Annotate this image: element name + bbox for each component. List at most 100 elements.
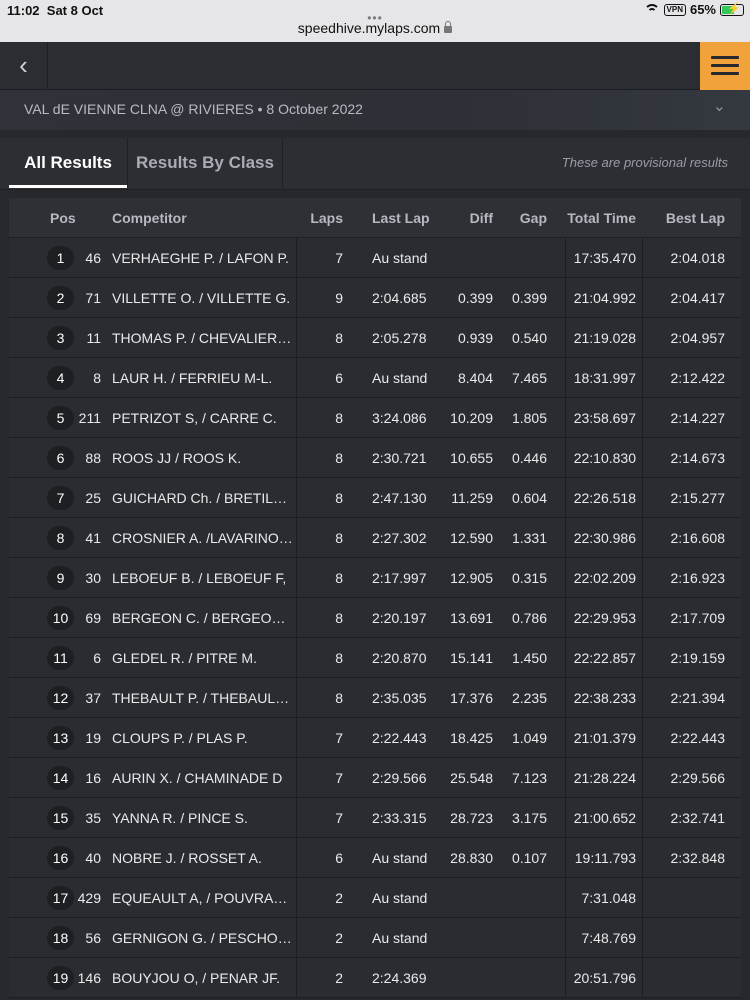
- total-time: 21:04.992: [573, 290, 636, 306]
- diff-value: 15.141: [450, 650, 493, 666]
- table-row[interactable]: 6 88 ROOS JJ / ROOS K. 8 2:30.721 10.655 0.446…: [9, 438, 741, 478]
- best-lap: 2:14.227: [670, 410, 726, 426]
- driver-number: 30: [85, 570, 101, 586]
- table-row[interactable]: 2 71 VILLETTE O. / VILLETTE G. 9 2:04.685 0.3…: [9, 278, 741, 318]
- diff-value: 17.376: [450, 690, 493, 706]
- driver-number: 40: [85, 850, 101, 866]
- position-badge: 14: [47, 766, 74, 790]
- table-header: Pos Competitor Laps Last Lap Diff Gap To…: [9, 198, 741, 238]
- chevron-down-icon[interactable]: ⌄: [712, 98, 726, 115]
- total-time: 17:35.470: [573, 250, 636, 266]
- address-field[interactable]: speedhive.mylaps.com: [0, 20, 750, 36]
- column-divider: [296, 918, 297, 957]
- header-pos[interactable]: Pos: [50, 210, 76, 226]
- column-divider: [296, 838, 297, 877]
- provisional-notice: These are provisional results: [561, 155, 728, 170]
- lock-icon: [444, 21, 453, 33]
- tab-all-results[interactable]: All Results: [9, 138, 127, 188]
- driver-number: 11: [86, 330, 101, 346]
- tab-results-by-class[interactable]: Results By Class: [127, 138, 283, 188]
- last-lap: 2:20.870: [372, 650, 427, 666]
- driver-number: 88: [85, 450, 101, 466]
- position-badge: 16: [47, 846, 74, 870]
- tab-options-icon[interactable]: •••: [367, 11, 383, 25]
- position-badge: 8: [47, 526, 74, 550]
- header-last-lap[interactable]: Last Lap: [372, 210, 430, 226]
- total-time: 22:22.857: [573, 650, 636, 666]
- table-row[interactable]: 18 56 GERNIGON G. / PESCHO… 2 Au stand 7:48.7…: [9, 918, 741, 958]
- header-diff[interactable]: Diff: [469, 210, 493, 226]
- competitor-name: YANNA R. / PINCE S.: [112, 810, 248, 826]
- competitor-name: THOMAS P. / CHEVALIER…: [112, 330, 292, 346]
- table-row[interactable]: 13 19 CLOUPS P. / PLAS P. 7 2:22.443 18.425 1.…: [9, 718, 741, 758]
- table-row[interactable]: 9 30 LEBOEUF B. / LEBOEUF F, 8 2:17.997 12.90…: [9, 558, 741, 598]
- header-laps[interactable]: Laps: [310, 210, 343, 226]
- event-banner[interactable]: VAL dE VIENNE CLNA @ RIVIERES • 8 Octobe…: [0, 90, 750, 130]
- table-row[interactable]: 19 146 BOUYJOU O, / PENAR JF. 2 2:24.369 20:5…: [9, 958, 741, 998]
- total-time: 21:00.652: [573, 810, 636, 826]
- header-best-lap[interactable]: Best Lap: [665, 210, 725, 226]
- last-lap: Au stand: [372, 850, 428, 866]
- column-divider: [642, 758, 643, 797]
- table-row[interactable]: 15 35 YANNA R. / PINCE S. 7 2:33.315 28.723 3.…: [9, 798, 741, 838]
- table-row[interactable]: 17 429 EQUEAULT A, / POUVRA… 2 Au stand 7:31.…: [9, 878, 741, 918]
- column-divider: [296, 238, 297, 277]
- gap-value: 0.315: [511, 570, 547, 586]
- laps-count: 7: [335, 810, 343, 826]
- total-time: 22:38.233: [573, 690, 636, 706]
- column-divider: [642, 718, 643, 757]
- laps-count: 7: [335, 730, 343, 746]
- table-row[interactable]: 16 40 NOBRE J. / ROSSET A. 6 Au stand 28.830 0…: [9, 838, 741, 878]
- total-time: 22:30.986: [573, 530, 636, 546]
- position-badge: 12: [47, 686, 74, 710]
- diff-value: 10.209: [450, 410, 493, 426]
- laps-count: 8: [335, 650, 343, 666]
- table-row[interactable]: 5 211 PETRIZOT S, / CARRE C. 8 3:24.086 10.20…: [9, 398, 741, 438]
- position-badge: 19: [47, 966, 74, 990]
- competitor-name: PETRIZOT S, / CARRE C.: [112, 410, 277, 426]
- table-row[interactable]: 8 41 CROSNIER A. /LAVARINO… 8 2:27.302 12.590…: [9, 518, 741, 558]
- table-row[interactable]: 4 8 LAUR H. / FERRIEU M-L. 6 Au stand 8.404 7.…: [9, 358, 741, 398]
- total-time: 20:51.796: [573, 970, 636, 986]
- last-lap: 2:29.566: [372, 770, 427, 786]
- table-row[interactable]: 3 11 THOMAS P. / CHEVALIER… 8 2:05.278 0.939 0…: [9, 318, 741, 358]
- laps-count: 9: [335, 290, 343, 306]
- driver-number: 56: [85, 930, 101, 946]
- laps-count: 8: [335, 330, 343, 346]
- column-divider: [296, 438, 297, 477]
- last-lap: Au stand: [372, 930, 428, 946]
- driver-number: 211: [78, 410, 101, 426]
- table-row[interactable]: 12 37 THEBAULT P. / THEBAUL… 8 2:35.035 17.37…: [9, 678, 741, 718]
- competitor-name: AURIN X. / CHAMINADE D: [112, 770, 283, 786]
- laps-count: 7: [335, 250, 343, 266]
- back-button[interactable]: ‹: [0, 42, 48, 90]
- laps-count: 8: [335, 530, 343, 546]
- diff-value: 12.590: [450, 530, 493, 546]
- column-divider: [642, 678, 643, 717]
- column-divider: [296, 798, 297, 837]
- total-time: 19:11.793: [574, 850, 636, 866]
- diff-value: 0.939: [457, 330, 493, 346]
- column-divider: [642, 278, 643, 317]
- driver-number: 37: [85, 690, 101, 706]
- last-lap: 2:24.369: [372, 970, 427, 986]
- gap-value: 1.331: [511, 530, 547, 546]
- column-divider: [565, 878, 566, 917]
- table-row[interactable]: 11 6 GLEDEL R. / PITRE M. 8 2:20.870 15.141 1.…: [9, 638, 741, 678]
- table-row[interactable]: 14 16 AURIN X. / CHAMINADE D 7 2:29.566 25.54…: [9, 758, 741, 798]
- best-lap: 2:14.673: [670, 450, 726, 466]
- header-competitor[interactable]: Competitor: [112, 210, 187, 226]
- position-badge: 2: [47, 286, 74, 310]
- event-title: VAL dE VIENNE CLNA @ RIVIERES • 8 Octobe…: [24, 101, 363, 117]
- header-gap[interactable]: Gap: [519, 210, 547, 226]
- diff-value: 12.905: [450, 570, 493, 586]
- last-lap: 2:27.302: [372, 530, 427, 546]
- column-divider: [565, 398, 566, 437]
- header-total-time[interactable]: Total Time: [567, 210, 636, 226]
- table-row[interactable]: 10 69 BERGEON C. / BERGEO… 8 2:20.197 13.691 0…: [9, 598, 741, 638]
- menu-button[interactable]: [700, 42, 750, 90]
- table-row[interactable]: 1 46 VERHAEGHE P. / LAFON P. 7 Au stand 17:35…: [9, 238, 741, 278]
- table-row[interactable]: 7 25 GUICHARD Ch. / BRETIL… 8 2:47.130 11.259…: [9, 478, 741, 518]
- browser-url-bar[interactable]: ••• speedhive.mylaps.com: [0, 11, 750, 42]
- battery-percent: 65%: [689, 2, 716, 17]
